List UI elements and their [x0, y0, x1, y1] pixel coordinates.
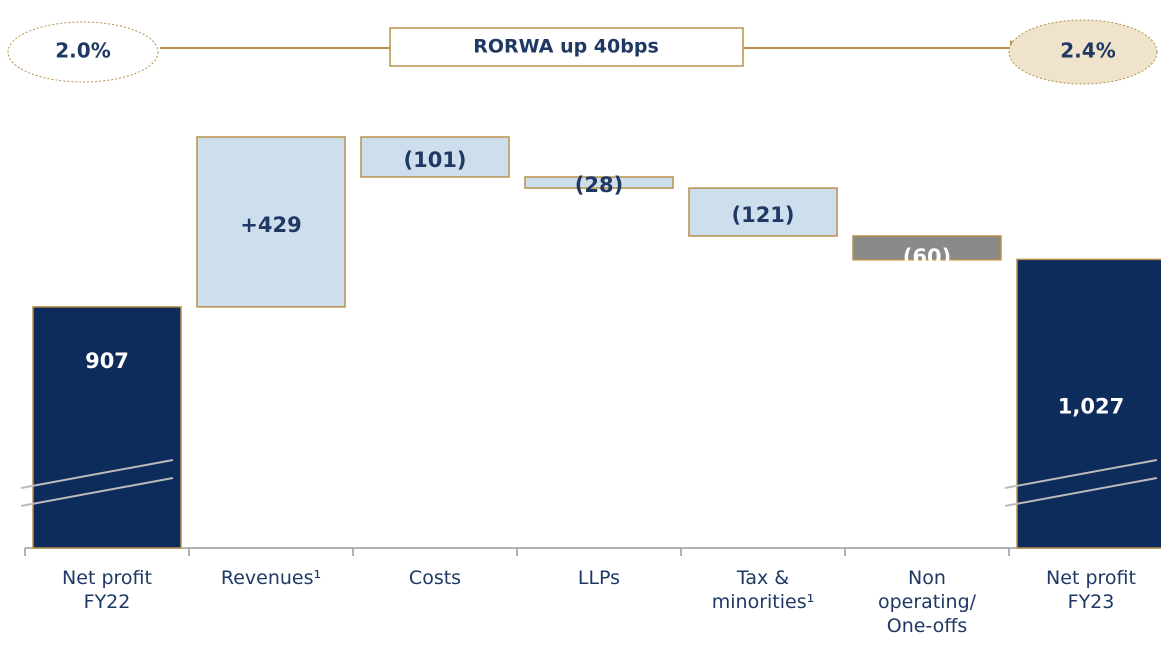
rorwa-box [389, 27, 744, 67]
bar [196, 136, 346, 308]
start-bubble [7, 21, 159, 83]
start-label: 2.0% [55, 39, 110, 63]
x-tick-label: Costs [408, 567, 462, 589]
value-label: (121) [731, 203, 794, 227]
axis-break [20, 459, 174, 489]
bar [852, 235, 1002, 261]
axis-break [20, 477, 174, 507]
bar [688, 187, 838, 237]
x-tick-label: Net profit FY23 [1046, 567, 1136, 613]
value-label: (28) [575, 173, 623, 197]
x-tick-label: Net profit FY22 [62, 567, 152, 613]
x-tick-label: Tax & minorities¹ [711, 567, 815, 613]
x-tick-label: LLPs [577, 567, 621, 589]
axis-break [1004, 477, 1158, 507]
end-bubble [1008, 19, 1158, 85]
x-tick-label: Non operating/ One-offs [877, 567, 977, 637]
bar [360, 136, 510, 178]
value-label: 907 [85, 349, 129, 373]
axis-break [1004, 459, 1158, 489]
value-label: (60) [903, 245, 951, 269]
bar [524, 176, 674, 189]
bar [32, 306, 182, 549]
value-label: (101) [403, 148, 466, 172]
value-label: +429 [240, 213, 301, 237]
rorwa-label: RORWA up 40bps [473, 36, 659, 58]
end-label: 2.4% [1060, 39, 1115, 63]
x-tick-label: Revenues¹ [220, 567, 322, 589]
value-label: 1,027 [1058, 394, 1124, 418]
